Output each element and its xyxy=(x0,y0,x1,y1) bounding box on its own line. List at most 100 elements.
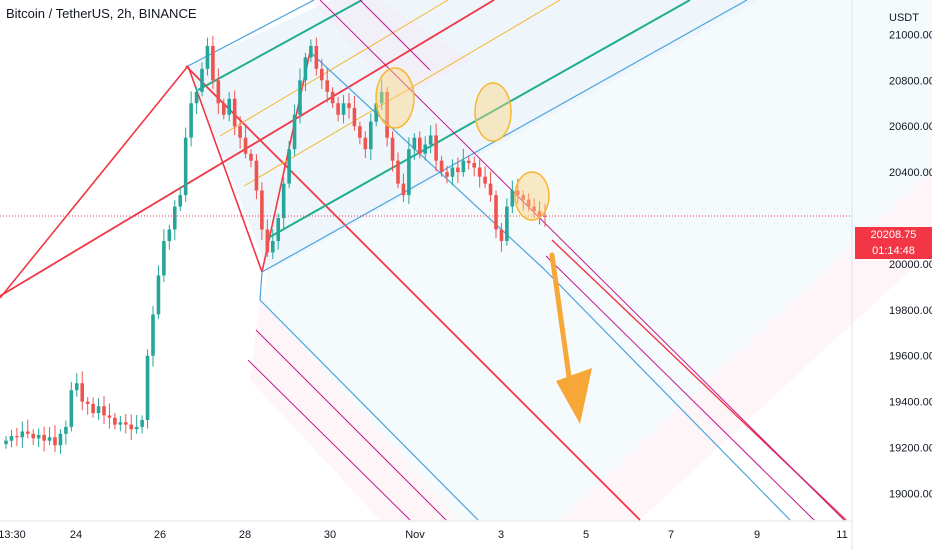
candle-body xyxy=(276,218,281,241)
price-tick-label: 20400.00 xyxy=(889,167,932,179)
candle-body xyxy=(510,190,515,207)
down-arrow-head xyxy=(556,368,592,424)
candle-body xyxy=(396,160,400,184)
time-tick-label: Nov xyxy=(405,529,425,541)
down-arrow-shaft xyxy=(549,252,575,401)
price-tick-label: 20800.00 xyxy=(889,75,932,87)
candle-body xyxy=(145,355,150,421)
annotations xyxy=(0,67,852,424)
pitchfork-handle-line xyxy=(187,65,263,273)
candle-body xyxy=(232,98,237,127)
price-tick-label: 19600.00 xyxy=(889,351,932,363)
pitchfork-median-line xyxy=(185,65,641,521)
candle-body xyxy=(434,135,438,161)
candle-body xyxy=(151,314,155,356)
candle-body xyxy=(341,103,346,115)
candle-body xyxy=(74,383,79,391)
price-axis-currency: USDT xyxy=(889,12,919,24)
highlight-circle xyxy=(375,67,415,129)
last-price-tag: 20208.75 xyxy=(855,227,932,243)
time-tick-label: 24 xyxy=(70,529,82,541)
candle-body xyxy=(96,406,101,414)
candle-body xyxy=(336,103,340,115)
candle-body xyxy=(532,206,536,212)
pitchfork-magenta-line xyxy=(247,359,411,521)
price-tick-label: 20600.00 xyxy=(889,121,932,133)
pitchfork-blue-line xyxy=(259,271,263,301)
candle-body xyxy=(162,240,166,276)
candle-body xyxy=(287,149,291,184)
candle-body xyxy=(80,383,85,402)
highlight-circle xyxy=(514,171,550,221)
candle-body xyxy=(521,195,526,200)
candle-body xyxy=(499,229,504,241)
pitchfork-blue-line xyxy=(544,269,791,521)
candle-body xyxy=(456,167,460,173)
candle-body xyxy=(194,91,199,104)
time-tick-label: 5 xyxy=(583,529,589,541)
price-tick-label: 19200.00 xyxy=(889,443,932,455)
candle-body xyxy=(477,167,482,177)
candle-body xyxy=(172,206,177,230)
candle-body xyxy=(216,80,221,104)
candle-body xyxy=(390,137,395,161)
candle-body xyxy=(156,275,161,315)
time-axis[interactable]: 13:30 24 26 28 30 Nov 3 5 7 9 11 xyxy=(0,529,848,541)
candle-body xyxy=(309,45,313,58)
candle-body xyxy=(314,45,319,69)
candle-body xyxy=(412,137,417,150)
candle-body xyxy=(298,80,302,115)
price-tick-label: 20000.00 xyxy=(889,259,932,271)
pitchfork-blue-line xyxy=(259,299,479,521)
time-tick-label: 28 xyxy=(239,529,251,541)
time-tick-label: 3 xyxy=(498,529,504,541)
time-tick-label: 11 xyxy=(836,529,847,541)
candle-body xyxy=(358,126,362,138)
candle-body xyxy=(140,420,144,427)
candle-body xyxy=(319,68,324,81)
candle-body xyxy=(445,172,449,177)
candle-body xyxy=(47,437,52,441)
highlight-circle xyxy=(474,82,512,142)
time-tick-label: 9 xyxy=(754,529,760,541)
pitchfork-zone-fill xyxy=(560,170,932,520)
candle-body xyxy=(189,103,193,138)
candle-body xyxy=(379,91,384,104)
candle-body xyxy=(472,162,477,168)
price-axis[interactable]: USDT 21000.00 20800.00 20600.00 20400.00 200… xyxy=(889,12,932,500)
candle-body xyxy=(374,103,379,122)
symbol-title[interactable]: Bitcoin / TetherUS, 2h, BINANCE xyxy=(6,6,197,21)
candlestick-series xyxy=(4,35,547,454)
candle-body xyxy=(543,215,547,217)
candle-body xyxy=(292,114,297,150)
pitchfork-zone-fill xyxy=(260,0,932,520)
candle-body xyxy=(401,183,406,196)
candle-body xyxy=(249,153,253,161)
pitchfork-magenta-line xyxy=(255,329,447,521)
price-tick-label: 19400.00 xyxy=(889,397,932,409)
candle-body xyxy=(221,103,226,115)
price-tick-label: 19000.00 xyxy=(889,488,932,500)
candle-body xyxy=(64,426,68,434)
candle-body xyxy=(461,160,466,173)
candle-body xyxy=(483,176,487,184)
candle-body xyxy=(118,422,123,425)
candle-body xyxy=(4,440,8,445)
candle-body xyxy=(260,190,264,230)
candle-body xyxy=(526,199,531,207)
candle-body xyxy=(31,433,36,439)
pitchfork-fills xyxy=(188,0,932,520)
candle-body xyxy=(303,57,308,81)
candle-body xyxy=(9,436,14,441)
time-tick-label: 7 xyxy=(668,529,674,541)
candle-body xyxy=(330,91,335,104)
candle-body xyxy=(113,417,117,425)
price-tick-label: 19800.00 xyxy=(889,305,932,317)
candle-body xyxy=(439,160,444,173)
candle-body xyxy=(102,406,106,416)
candle-body xyxy=(183,137,188,196)
pitchfork-blue-line xyxy=(261,0,748,273)
countdown-tag: 01:14:48 xyxy=(855,243,932,259)
